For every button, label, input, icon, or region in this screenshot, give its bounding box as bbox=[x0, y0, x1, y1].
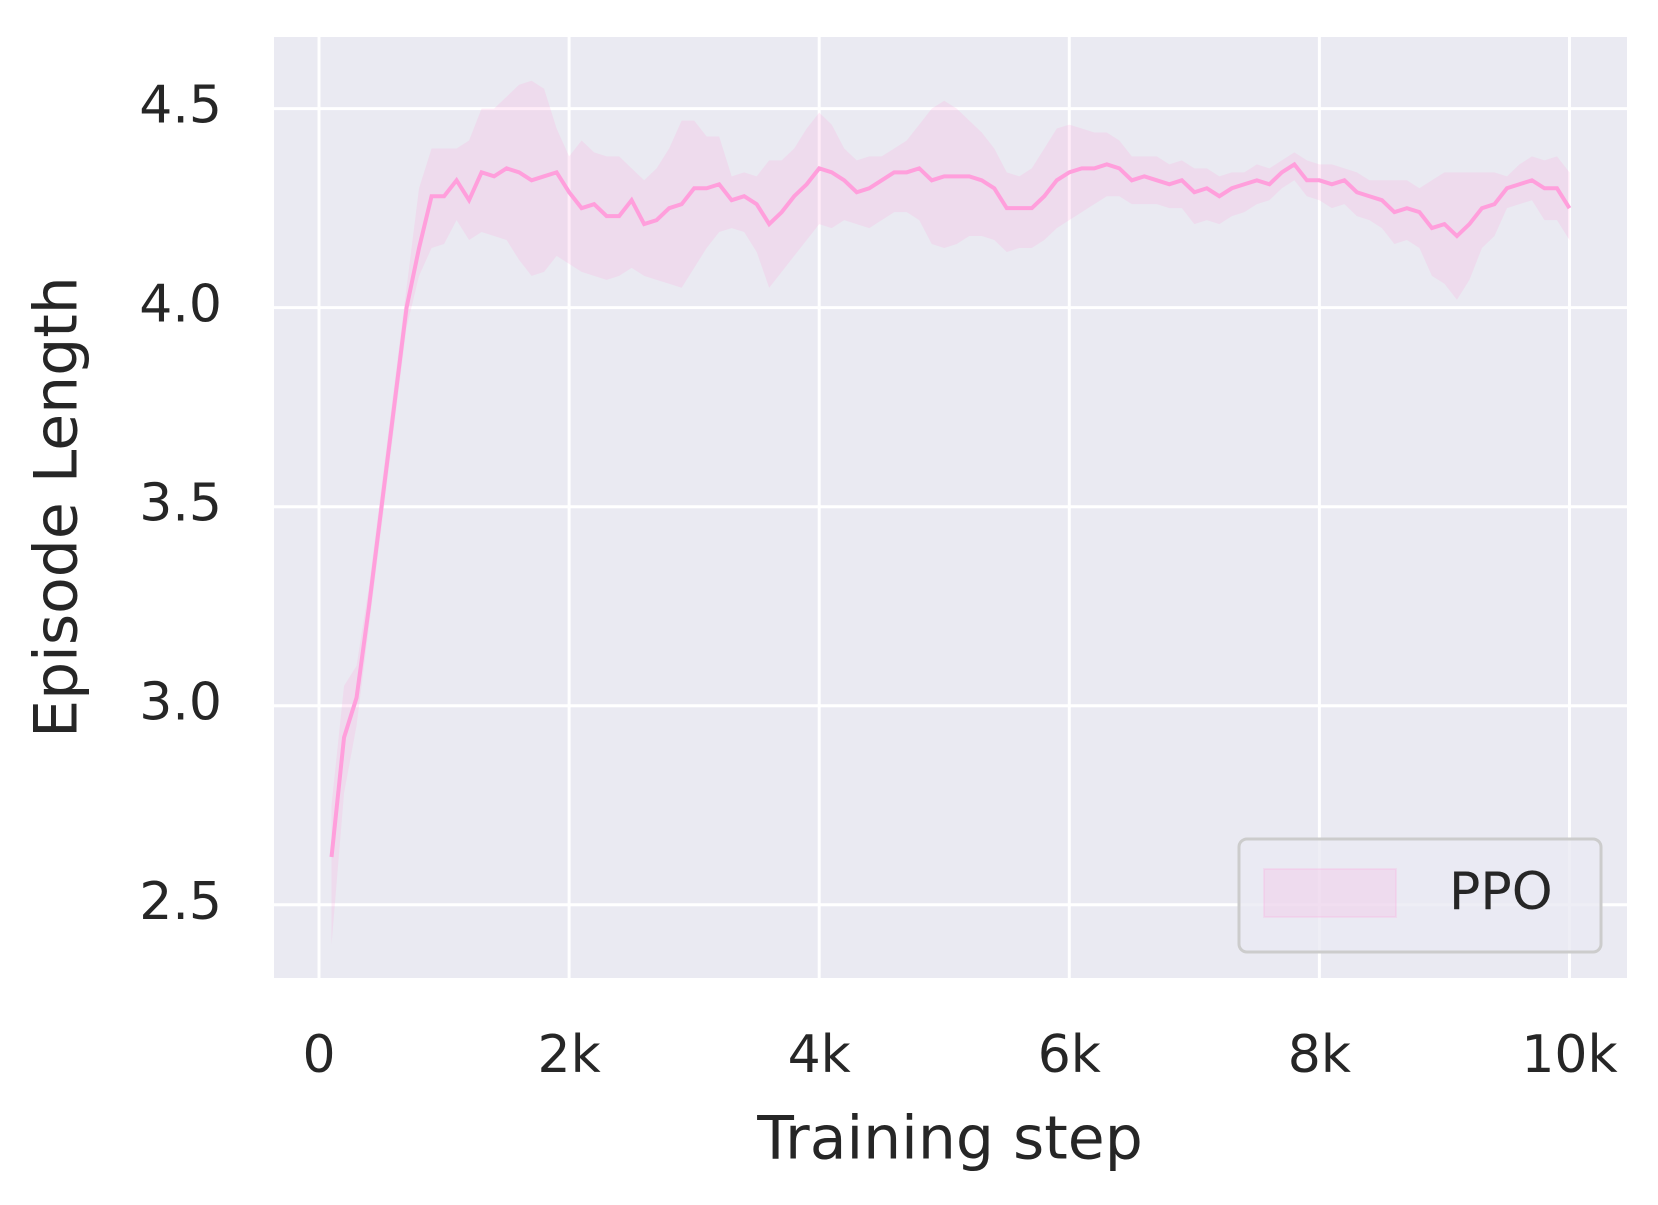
confidence-band bbox=[331, 80, 1570, 945]
x-axis-label: Training step bbox=[756, 1104, 1143, 1174]
y-tick-label: 4.5 bbox=[139, 76, 222, 136]
x-tick-label: 4k bbox=[788, 1025, 851, 1085]
x-tick-label: 6k bbox=[1038, 1025, 1101, 1085]
y-tick-label: 3.0 bbox=[139, 673, 222, 733]
x-tick-label: 0 bbox=[302, 1025, 335, 1085]
y-tick-label: 2.5 bbox=[139, 872, 222, 932]
y-tick-label: 3.5 bbox=[139, 474, 222, 534]
legend-label: PPO bbox=[1449, 862, 1553, 922]
x-tick-label: 10k bbox=[1521, 1025, 1617, 1085]
legend-swatch bbox=[1263, 868, 1397, 918]
y-tick-label: 4.0 bbox=[139, 275, 222, 335]
x-tick-label: 8k bbox=[1288, 1025, 1351, 1085]
legend-box bbox=[1237, 837, 1603, 954]
y-axis-label: Episode Length bbox=[22, 276, 92, 738]
line bbox=[329, 161, 1572, 858]
x-tick-label: 2k bbox=[538, 1025, 601, 1085]
